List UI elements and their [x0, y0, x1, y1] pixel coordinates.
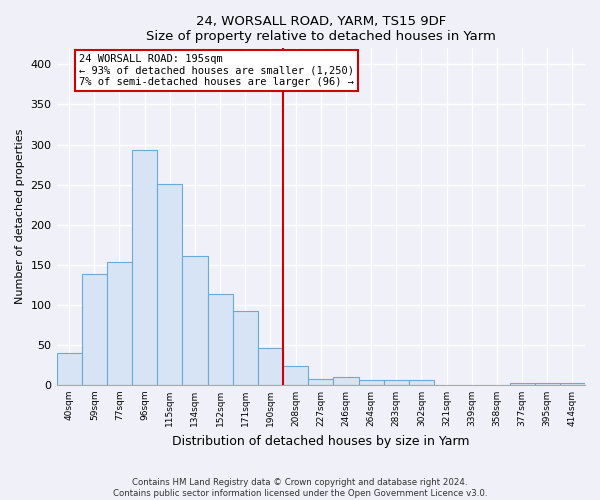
Bar	[509, 382, 535, 385]
Bar	[82, 274, 107, 385]
Text: Contains HM Land Registry data © Crown copyright and database right 2024.
Contai: Contains HM Land Registry data © Crown c…	[113, 478, 487, 498]
Bar	[208, 294, 233, 385]
Bar	[409, 380, 434, 385]
Title: 24, WORSALL ROAD, YARM, TS15 9DF
Size of property relative to detached houses in: 24, WORSALL ROAD, YARM, TS15 9DF Size of…	[146, 15, 496, 43]
Bar	[157, 184, 182, 385]
Bar	[56, 353, 82, 385]
Bar	[233, 311, 258, 385]
Text: 24 WORSALL ROAD: 195sqm
← 93% of detached houses are smaller (1,250)
7% of semi-: 24 WORSALL ROAD: 195sqm ← 93% of detache…	[79, 54, 354, 87]
Bar	[258, 348, 283, 385]
X-axis label: Distribution of detached houses by size in Yarm: Distribution of detached houses by size …	[172, 434, 470, 448]
Bar	[283, 366, 308, 385]
Y-axis label: Number of detached properties: Number of detached properties	[15, 129, 25, 304]
Bar	[107, 262, 132, 385]
Bar	[560, 382, 585, 385]
Bar	[308, 380, 334, 385]
Bar	[535, 382, 560, 385]
Bar	[132, 150, 157, 385]
Bar	[359, 380, 383, 385]
Bar	[334, 377, 359, 385]
Bar	[182, 256, 208, 385]
Bar	[383, 380, 409, 385]
